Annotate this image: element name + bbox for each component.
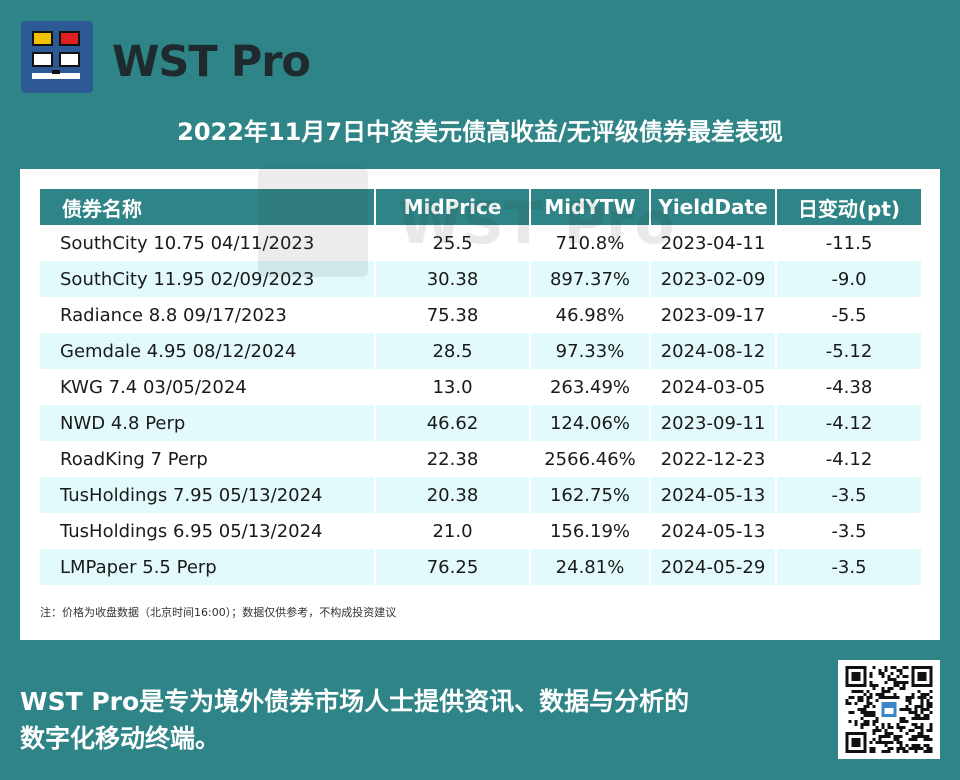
header-yield-date: YieldDate <box>649 189 776 225</box>
cell-daily-change: -11.5 <box>775 225 921 261</box>
table-row: RoadKing 7 Perp 22.38 2566.46% 2022-12-23 -4… <box>40 441 921 477</box>
table-row: KWG 7.4 03/05/2024 13.0 263.49% 2024-03-05-… <box>40 369 921 405</box>
cell-daily-change: -5.5 <box>775 297 921 333</box>
cell-mid-price: 75.38 <box>374 297 530 333</box>
brand-name: WST Pro <box>112 37 311 87</box>
table-row: TusHoldings 6.95 05/13/2024 21.0 156.19% 20… <box>40 513 921 549</box>
cell-mid-ytw: 97.33% <box>529 333 650 369</box>
cell-mid-ytw: 263.49% <box>529 369 650 405</box>
cell-yield-date: 2023-09-17 <box>649 297 776 333</box>
table-row: SouthCity 11.95 02/09/2023 30.38 897.37% 20… <box>40 261 921 297</box>
cell-mid-price: 20.38 <box>374 477 530 513</box>
cell-daily-change: -4.12 <box>775 441 921 477</box>
logo-white-square-2 <box>59 52 80 67</box>
table-row: Radiance 8.8 09/17/2023 75.38 46.98% 2023-0… <box>40 297 921 333</box>
cell-mid-price: 76.25 <box>374 549 530 585</box>
bond-table: 债券名称 MidPrice MidYTW YieldDate 日变动(pt) S… <box>40 189 921 585</box>
cell-mid-price: 21.0 <box>374 513 530 549</box>
cell-mid-price: 30.38 <box>374 261 530 297</box>
cell-bond-name: SouthCity 10.75 04/11/2023 <box>60 232 315 254</box>
logo-red-square <box>59 31 80 46</box>
logo-base-bar <box>32 73 80 79</box>
cell-mid-price: 46.62 <box>374 405 530 441</box>
cell-bond-name: TusHoldings 7.95 05/13/2024 <box>40 477 375 513</box>
header-bond-name: 债券名称 <box>40 189 375 225</box>
cell-bond-name: NWD 4.8 Perp <box>40 405 375 441</box>
cell-mid-ytw: 162.75% <box>529 477 650 513</box>
cell-daily-change: -4.38 <box>775 369 921 405</box>
cell-mid-price: 22.38 <box>374 441 530 477</box>
cell-mid-ytw: 124.06% <box>529 405 650 441</box>
cell-mid-ytw: 2566.46% <box>529 441 650 477</box>
header-daily-change: 日变动(pt) <box>775 189 921 225</box>
logo-white-square <box>32 52 53 67</box>
table-row: TusHoldings 7.95 05/13/2024 20.38 162.75% 2… <box>40 477 921 513</box>
qr-code-icon <box>845 666 933 753</box>
cell-mid-price: 28.5 <box>374 333 530 369</box>
cell-yield-date: 2023-09-11 <box>649 405 776 441</box>
cell-mid-ytw: 710.8% <box>529 225 650 261</box>
table-row: SouthCity 10.75 04/11/2023 25.5 710.8% 2023… <box>40 225 921 261</box>
cell-daily-change: -5.12 <box>775 333 921 369</box>
cell-yield-date: 2024-05-13 <box>649 477 776 513</box>
table-row: LMPaper 5.5 Perp 76.25 24.81% 2024-05-29 -3.… <box>40 549 921 585</box>
page-title: 2022年11月7日中资美元债高收益/无评级债券最差表现 <box>177 118 783 146</box>
cell-yield-date: 2022-12-23 <box>649 441 776 477</box>
qr-code[interactable] <box>838 660 940 759</box>
cell-mid-ytw: 24.81% <box>529 549 650 585</box>
cell-daily-change: -3.5 <box>775 477 921 513</box>
table-row: Gemdale 4.95 08/12/2024 28.5 97.33% 2024-08… <box>40 333 921 369</box>
bottom-slogan-line1: WST Pro是专为境外债券市场人士提供资讯、数据与分析的 <box>20 687 690 716</box>
cell-yield-date: 2024-03-05 <box>649 369 776 405</box>
cell-bond-name: Gemdale 4.95 08/12/2024 <box>40 333 375 369</box>
footnote: 注：价格为收盘数据（北京时间16:00）；数据仅供参考，不构成投资建议 <box>40 606 397 619</box>
cell-daily-change: -3.5 <box>775 549 921 585</box>
cell-daily-change: -3.5 <box>775 513 921 549</box>
bottom-slogan: WST Pro是专为境外债券市场人士提供资讯、数据与分析的 数字化移动终端。 <box>20 683 800 757</box>
cell-yield-date: 2024-05-29 <box>649 549 776 585</box>
cell-mid-price: 25.5 <box>374 225 530 261</box>
cell-bond-name: TusHoldings 6.95 05/13/2024 <box>60 520 323 542</box>
cell-mid-price: 13.0 <box>374 369 530 405</box>
cell-daily-change: -4.12 <box>775 405 921 441</box>
cell-mid-ytw: 897.37% <box>529 261 650 297</box>
cell-bond-name: Radiance 8.8 09/17/2023 <box>60 304 287 326</box>
header-mid-ytw: MidYTW <box>529 189 650 225</box>
cell-yield-date: 2023-04-11 <box>649 225 776 261</box>
cell-mid-ytw: 46.98% <box>529 297 650 333</box>
table-card: 债券名称 MidPrice MidYTW YieldDate 日变动(pt) S… <box>20 169 940 640</box>
cell-bond-name: KWG 7.4 03/05/2024 <box>60 376 247 398</box>
header-mid-price: MidPrice <box>374 189 530 225</box>
cell-yield-date: 2023-02-09 <box>649 261 776 297</box>
cell-daily-change: -9.0 <box>775 261 921 297</box>
cell-mid-ytw: 156.19% <box>529 513 650 549</box>
brand-logo-icon <box>21 21 93 93</box>
cell-yield-date: 2024-08-12 <box>649 333 776 369</box>
table-row: NWD 4.8 Perp 46.62 124.06% 2023-09-11 -4.12 <box>40 405 921 441</box>
logo-yellow-square <box>32 31 53 46</box>
cell-yield-date: 2024-05-13 <box>649 513 776 549</box>
table-header-row: 债券名称 MidPrice MidYTW YieldDate 日变动(pt) <box>40 189 921 225</box>
bottom-slogan-line2: 数字化移动终端。 <box>20 724 221 753</box>
logo-stand <box>52 70 60 74</box>
cell-bond-name: LMPaper 5.5 Perp <box>40 549 375 585</box>
cell-bond-name: RoadKing 7 Perp <box>60 448 208 470</box>
cell-bond-name: SouthCity 11.95 02/09/2023 <box>40 261 375 297</box>
